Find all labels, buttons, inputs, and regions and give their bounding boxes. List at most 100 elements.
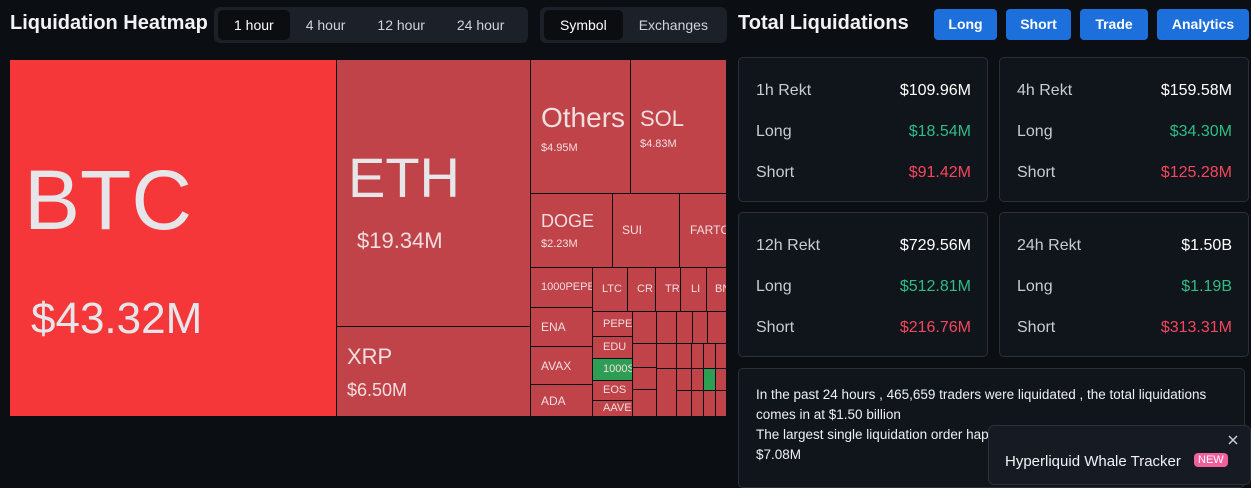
cell[interactable]: FARTC — [680, 194, 727, 268]
cell-label: CR — [637, 283, 653, 295]
cell[interactable] — [633, 390, 657, 417]
cell-label: PEPE — [603, 318, 633, 330]
short-value: $313.31M — [1160, 319, 1232, 336]
cell-label: 1000S — [603, 363, 633, 375]
card-total: $1.50B — [1181, 237, 1232, 254]
long-value: $18.54M — [908, 123, 971, 140]
note-text: The largest single liquidation order hap — [756, 427, 989, 442]
long-label: Long — [756, 123, 792, 140]
cell[interactable]: XRP $6.50M — [337, 327, 531, 417]
popup-badge: NEW — [1194, 453, 1228, 467]
cell[interactable] — [716, 344, 727, 369]
cell[interactable] — [704, 344, 716, 369]
card-label: 1h Rekt — [756, 82, 812, 99]
cell[interactable]: AVAX — [531, 347, 593, 385]
card-total: $729.56M — [899, 237, 971, 254]
cell[interactable] — [657, 369, 677, 417]
cell-value: $43.32M — [31, 294, 203, 343]
long-label: Long — [1017, 123, 1053, 140]
cell[interactable]: DOGE $2.23M — [531, 194, 613, 268]
cell[interactable]: AAVE — [593, 401, 633, 417]
cell[interactable] — [716, 369, 727, 391]
tab[interactable]: 12 hour — [377, 17, 425, 33]
short-label: Short — [1017, 319, 1056, 336]
cell-label: BTC — [24, 153, 192, 247]
popup[interactable]: Hyperliquid Whale Tracker NEW — [988, 425, 1251, 485]
cell[interactable] — [704, 391, 716, 417]
button[interactable]: Trade — [1080, 9, 1148, 40]
cell[interactable]: ADA — [531, 385, 593, 417]
cell-label: LI — [691, 283, 701, 295]
stat-card: 24h Rekt $1.50B Long $1.19B Short $313.31M — [999, 212, 1249, 357]
cell[interactable] — [704, 369, 716, 391]
view-tabs: Symbol Exchanges — [540, 7, 727, 43]
cell[interactable]: ENA — [531, 308, 593, 347]
cell-value: $6.50M — [347, 380, 408, 400]
cell[interactable]: LTC — [593, 268, 628, 312]
long-label: Long — [1017, 278, 1053, 295]
cell[interactable] — [708, 312, 727, 344]
short-value: $91.42M — [908, 164, 971, 181]
cell[interactable] — [633, 368, 657, 390]
cell[interactable]: LI — [681, 268, 707, 312]
cell-label: ETH — [348, 146, 460, 209]
cell[interactable] — [657, 312, 677, 344]
card-total: $159.58M — [1160, 82, 1232, 99]
tab[interactable]: Exchanges — [638, 17, 708, 33]
cell-value: $2.23M — [541, 238, 578, 250]
tab[interactable]: Symbol — [544, 10, 623, 40]
tab[interactable]: 1 hour — [218, 10, 290, 40]
card-total: $109.96M — [899, 82, 971, 99]
stat-card: 1h Rekt $109.96M Long $18.54M Short $91.42M — [738, 57, 988, 202]
cell-label: SUI — [622, 223, 643, 237]
cell[interactable]: EOS — [593, 381, 633, 401]
cell[interactable]: Others $4.95M — [531, 60, 631, 194]
button[interactable]: Long — [934, 9, 997, 40]
popup-title: Hyperliquid Whale Tracker — [1005, 453, 1181, 470]
cell[interactable]: 1000PEPE — [531, 268, 593, 308]
short-value: $125.28M — [1160, 164, 1232, 181]
cell[interactable]: SUI — [613, 194, 680, 268]
cell-label: LTC — [602, 283, 622, 295]
cell[interactable]: BN — [707, 268, 727, 312]
short-label: Short — [756, 319, 795, 336]
cell[interactable] — [693, 312, 708, 344]
tab[interactable]: 24 hour — [456, 17, 505, 33]
cell[interactable] — [716, 391, 727, 417]
cell[interactable]: EDU — [593, 337, 633, 359]
cell[interactable] — [692, 344, 704, 369]
cell[interactable] — [677, 369, 692, 391]
cell-label: AVAX — [541, 359, 572, 373]
cell[interactable]: ETH $19.34M — [337, 60, 531, 327]
cell[interactable]: BTC $43.32M — [10, 60, 337, 417]
cell[interactable] — [692, 391, 704, 417]
treemap: BTC $43.32M ETH $19.34M XRP $6.50M Other… — [10, 60, 727, 417]
cell[interactable] — [677, 344, 692, 369]
cell[interactable]: CR — [628, 268, 656, 312]
cell-label: ADA — [541, 394, 566, 408]
cell[interactable] — [633, 312, 657, 344]
short-value: $216.76M — [899, 319, 971, 336]
short-label: Short — [756, 164, 795, 181]
cell-label: ENA — [541, 320, 566, 334]
cell-value: $19.34M — [357, 228, 443, 253]
cell[interactable] — [692, 369, 704, 391]
cell-label: DOGE — [541, 211, 595, 231]
cell-label: EDU — [603, 341, 627, 353]
note-text: $7.08M — [756, 447, 802, 462]
cell-label: FARTC — [690, 223, 727, 237]
cell[interactable]: SOL $4.83M — [631, 60, 727, 194]
close-icon[interactable] — [1228, 435, 1238, 445]
cell[interactable]: TR — [656, 268, 681, 312]
button[interactable]: Short — [1006, 9, 1071, 40]
long-label: Long — [756, 278, 792, 295]
cell[interactable]: PEPE — [593, 312, 633, 337]
tab[interactable]: 4 hour — [305, 17, 346, 33]
cell[interactable] — [677, 312, 693, 344]
cell[interactable] — [677, 391, 692, 417]
cell[interactable]: 1000S — [593, 359, 633, 381]
cell[interactable] — [657, 344, 677, 369]
long-value: $1.19B — [1181, 278, 1232, 295]
button[interactable]: Analytics — [1157, 9, 1249, 40]
cell[interactable] — [633, 344, 657, 368]
